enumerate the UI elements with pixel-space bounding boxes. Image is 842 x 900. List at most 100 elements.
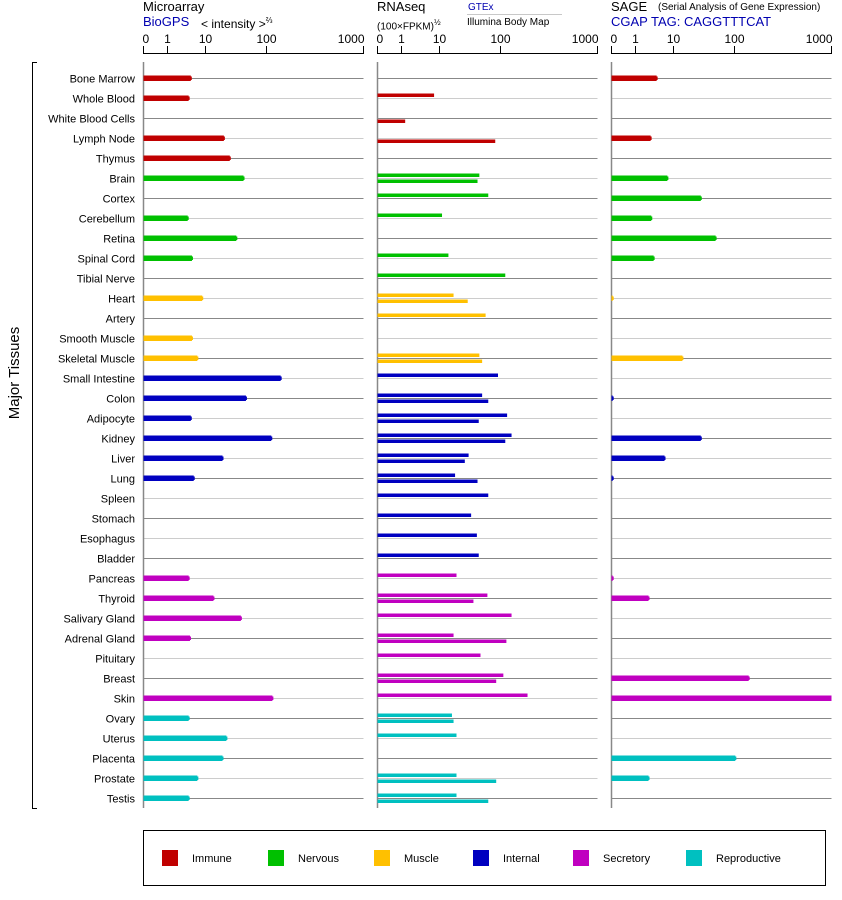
- microarray-bar-cap: [280, 376, 282, 380]
- tissue-label: Testis: [107, 794, 136, 806]
- fpkm-exponent: ½: [433, 18, 441, 27]
- gtex-bar: [377, 473, 456, 477]
- sage-bar: [611, 775, 649, 781]
- gtex-bar: [377, 573, 457, 577]
- microarray-bar: [143, 235, 237, 241]
- legend-swatch-muscle: [374, 850, 390, 866]
- legend-swatch-internal: [473, 850, 489, 866]
- microarray-bar: [143, 355, 198, 361]
- microarray-bar: [143, 415, 191, 421]
- microarray-bar-cap: [189, 636, 191, 640]
- legend-label-immune: Immune: [192, 853, 232, 865]
- tissue-label: Cerebellum: [79, 214, 135, 226]
- legend-swatch-immune: [162, 850, 178, 866]
- gtex-bar: [377, 793, 457, 797]
- gtex-bar: [377, 373, 499, 377]
- microarray-tick-label: 1: [164, 32, 171, 46]
- tissue-label: Pituitary: [95, 654, 135, 666]
- rnaseq-tick-label: 0: [377, 32, 384, 46]
- fpkm-unit-text: (100×FPKM): [377, 21, 434, 33]
- gtex-bar: [377, 253, 449, 257]
- gtex-bar: [377, 293, 454, 297]
- gtex-bar: [377, 273, 506, 277]
- microarray-tick-label: 10: [199, 32, 213, 46]
- tissue-label: Liver: [111, 454, 135, 466]
- illumina-bar: [377, 439, 506, 443]
- microarray-bar-cap: [191, 336, 193, 340]
- microarray-bar-cap: [222, 456, 224, 460]
- tissue-label: Smooth Muscle: [59, 334, 135, 346]
- sage-bar: [611, 135, 651, 141]
- gtex-bar: [377, 313, 486, 317]
- sage-bar: [611, 455, 665, 461]
- microarray-bar-cap: [240, 616, 242, 620]
- sage-bar-cap: [612, 576, 614, 580]
- microarray-bar-cap: [188, 96, 190, 100]
- microarray-bar: [143, 695, 273, 701]
- microarray-bar: [143, 255, 192, 261]
- microarray-bar-cap: [271, 696, 274, 700]
- legend-label-reproductive: Reproductive: [716, 853, 781, 865]
- microarray-bar: [143, 795, 189, 801]
- microarray-bar: [143, 715, 189, 721]
- sage-bar-cap: [656, 76, 658, 80]
- legend-label-internal: Internal: [503, 853, 540, 865]
- microarray-bar-cap: [191, 256, 193, 260]
- microarray-tick-label: 100: [256, 32, 276, 46]
- cgap-tag-link[interactable]: CGAP TAG: CAGGTTTCAT: [611, 14, 772, 29]
- sage-bar-cap: [715, 236, 717, 240]
- biogps-link[interactable]: BioGPS: [143, 14, 190, 29]
- microarray-bar-cap: [243, 176, 245, 180]
- sage-bar: [611, 695, 832, 701]
- sage-title: SAGE: [611, 0, 648, 14]
- gtex-bar: [377, 673, 504, 677]
- illumina-bar: [377, 399, 489, 403]
- microarray-bar-cap: [225, 736, 228, 740]
- sage-bar-cap: [681, 356, 684, 360]
- microarray-bar: [143, 435, 272, 441]
- illumina-bar: [377, 599, 474, 603]
- gtex-bar: [377, 773, 457, 777]
- gtex-bar: [377, 613, 512, 617]
- microarray-bar: [143, 615, 241, 621]
- microarray-bar-cap: [188, 576, 190, 580]
- gtex-bar: [377, 653, 481, 657]
- microarray-bar-cap: [222, 756, 224, 760]
- rnaseq-tick-label: 1: [398, 32, 405, 46]
- tissue-label: Breast: [103, 674, 135, 686]
- microarray-bar-cap: [235, 236, 238, 240]
- sage-bar: [611, 215, 652, 221]
- microarray-tick-label: 1000: [338, 32, 365, 46]
- sage-bar-cap: [664, 456, 666, 460]
- microarray-bar: [143, 735, 227, 741]
- rnaseq-tick-label: 100: [490, 32, 510, 46]
- gtex-bar: [377, 633, 454, 637]
- sage-bar: [611, 75, 657, 81]
- gtex-bar: [377, 493, 489, 497]
- sage-bar: [611, 595, 649, 601]
- gtex-link[interactable]: GTEx: [468, 2, 494, 13]
- microarray-bar-cap: [223, 136, 225, 140]
- microarray-bar-cap: [212, 596, 215, 600]
- microarray-bar-cap: [187, 216, 189, 220]
- legend-swatch-reproductive: [686, 850, 702, 866]
- microarray-title: Microarray: [143, 0, 205, 14]
- legend-swatch-secretory: [573, 850, 589, 866]
- fpkm-unit: (100×FPKM)½: [377, 17, 441, 32]
- sage-bar-cap: [612, 296, 614, 300]
- sage-bar-cap: [700, 196, 702, 200]
- tissue-label: Spinal Cord: [78, 254, 135, 266]
- tissue-label: Ovary: [106, 714, 136, 726]
- gtex-bar: [377, 713, 452, 717]
- tissue-label: Adrenal Gland: [65, 634, 135, 646]
- gtex-bar: [377, 393, 483, 397]
- microarray-tick-label: 0: [143, 32, 150, 46]
- illumina-bar: [377, 139, 496, 143]
- microarray-bar-cap: [270, 436, 273, 440]
- microarray-bar-cap: [201, 296, 204, 300]
- gtex-bar: [377, 453, 469, 457]
- gtex-divider: [467, 14, 562, 15]
- microarray-bar-cap: [193, 476, 195, 480]
- tissue-label: Salivary Gland: [63, 614, 135, 626]
- tissue-label: Artery: [106, 314, 136, 326]
